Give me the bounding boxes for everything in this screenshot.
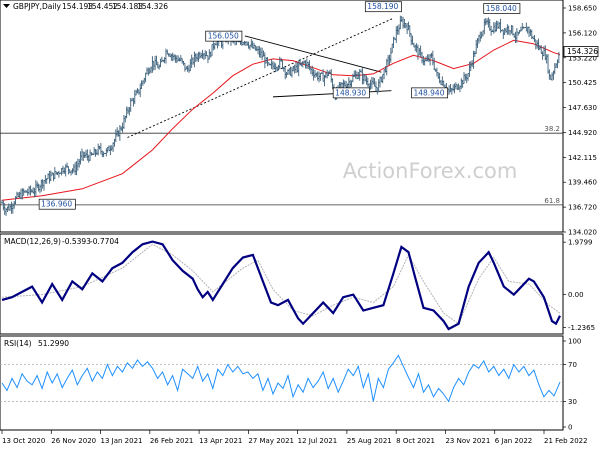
x-tick-11: 21 Feb 2022 [544, 437, 588, 445]
rsi-value: 51.2990 [38, 339, 69, 348]
x-tick-6: 12 Jul 2021 [298, 437, 338, 445]
price-header: GBPJPY,Daily 154.193 154.452 154.183 154… [3, 2, 168, 11]
x-tick-8: 8 Oct 2021 [396, 437, 435, 445]
trendline-1 [272, 90, 392, 98]
rsi-levels [0, 364, 563, 402]
macd-y-axis: 1.9799 0.00 -1.2365 [563, 239, 595, 332]
x-tick-5: 27 May 2021 [248, 437, 294, 445]
macd-panel: MACD(12,26,9) -0.5393 -0.7704 1.9799 0.00… [0, 233, 595, 335]
annotation-label-1: 158.040 [486, 4, 517, 13]
annotation-label-0: 158.190 [367, 2, 398, 11]
price-y-tick-6: 142.115 [568, 154, 597, 162]
macd-label: MACD(12,26,9) [4, 237, 61, 246]
annotation-box-0 [364, 1, 402, 13]
fibonacci-levels: 38.2 61.8 [0, 125, 563, 206]
macd-value-1: -0.5393 [62, 237, 91, 246]
watermark: ActionForex.com [343, 159, 518, 183]
collapse-triangle-icon[interactable] [3, 4, 10, 8]
price-y-tick-5: 144.920 [568, 129, 597, 137]
price-y-tick-2: 153.220 [568, 54, 597, 62]
rsi-y-tick-3: 0 [568, 424, 572, 432]
x-tick-0: 13 Oct 2020 [2, 437, 45, 445]
annotation-box-4 [411, 87, 449, 99]
x-tick-10: 6 Jan 2022 [495, 437, 533, 445]
macd-signal-line [1, 243, 561, 325]
macd-y-tick-0: 1.9799 [568, 239, 593, 247]
x-tick-7: 25 Aug 2021 [347, 437, 392, 445]
annotation-box-3 [332, 87, 370, 99]
macd-line [1, 240, 561, 331]
rsi-y-tick-1: 70 [568, 361, 577, 369]
price-y-tick-0: 158.650 [568, 5, 597, 13]
trendline-0 [244, 35, 382, 73]
price-y-tick-3: 150.425 [568, 79, 597, 87]
price-y-tick-9: 134.020 [568, 229, 597, 237]
header-high: 154.452 [87, 2, 118, 11]
annotation-label-2: 156.050 [208, 32, 239, 41]
x-tick-3: 26 Feb 2021 [150, 437, 194, 445]
price-y-tick-1: 156.120 [568, 29, 597, 37]
symbol-label: GBPJPY,Daily [13, 2, 62, 11]
annotation-box-1 [483, 3, 521, 14]
price-y-tick-4: 147.630 [568, 104, 597, 112]
annotation-box-5 [38, 198, 76, 210]
macd-y-tick-2: -1.2365 [568, 324, 595, 332]
annotation-box-2 [205, 30, 243, 42]
fib-label-1: 61.8 [544, 197, 560, 205]
rsi-panel: RSI(14) 51.2990 100 70 30 0 [0, 335, 581, 432]
annotation-label-3: 148.930 [335, 88, 366, 97]
rsi-y-tick-0: 100 [568, 338, 581, 346]
x-tick-2: 13 Jan 2021 [101, 437, 143, 445]
ohlc-bar [557, 51, 560, 64]
fib-label-0: 38.2 [544, 125, 560, 133]
macd-value-2: -0.7704 [90, 237, 119, 246]
rsi-line [1, 354, 561, 403]
x-tick-9: 23 Nov 2021 [445, 437, 490, 445]
trendline-2 [127, 17, 394, 138]
x-axis: 13 Oct 2020 26 Nov 2020 13 Jan 2021 26 Feb … [1, 430, 588, 445]
annotation-label-5: 136.960 [41, 200, 72, 209]
x-tick-1: 26 Nov 2020 [51, 437, 96, 445]
x-tick-4: 13 Apr 2021 [199, 437, 242, 445]
price-y-axis: 158.650 156.120 153.220 150.425 147.630 144.9… [563, 5, 597, 237]
last-price-marker: 154.326 [563, 46, 599, 57]
header-close: 154.326 [137, 2, 168, 11]
header-low: 154.183 [112, 2, 143, 11]
rsi-y-tick-2: 30 [568, 398, 577, 406]
price-y-tick-8: 136.720 [568, 204, 597, 212]
price-panel: 38.261.8 ActionForex.com 158.190 158.0401… [0, 0, 599, 237]
macd-y-tick-1: 0.00 [568, 291, 584, 299]
trendlines [127, 17, 394, 138]
header-open: 154.193 [62, 2, 93, 11]
last-price-label: 154.326 [567, 47, 598, 56]
price-bars [1, 15, 560, 216]
rsi-y-axis: 100 70 30 0 [563, 338, 581, 432]
price-y-tick-7: 139.460 [568, 179, 597, 187]
annotation-label-4: 148.940 [413, 88, 444, 97]
price-annotations: 158.190 158.040 156.050 148.930 148.940 136.9… [38, 1, 521, 210]
rsi-label: RSI(14) [4, 339, 32, 348]
